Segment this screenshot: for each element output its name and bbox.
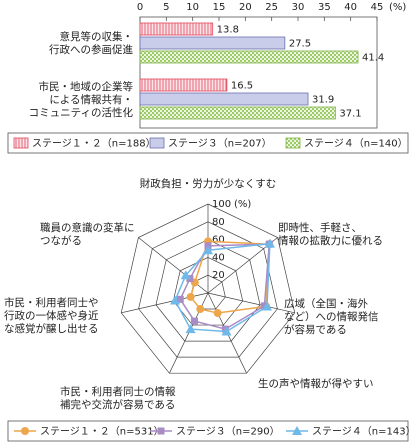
point [264,238,275,248]
legend-box [7,132,409,154]
point [203,245,213,255]
bar [139,92,309,106]
r-tick-label: 40 [212,252,225,263]
spoke [207,292,295,314]
legend-marker [292,426,302,435]
x-tick-label: 40 [344,2,357,13]
x-tick-label: 45 [371,2,384,13]
legend-box [7,420,409,442]
x-tick-label: 20 [239,2,252,13]
x-tick-label: 15 [213,2,226,13]
legend-swatch [13,137,29,149]
legend-marker [21,427,29,435]
legend-label: ステージ４（n=140） [304,138,408,150]
bar [139,50,359,64]
data-label: 31.9 [312,95,334,106]
axis-label: 生の声や情報が得やすい [258,378,374,390]
data-label: 16.5 [231,81,253,92]
axis-label: 市民・利用者同士や 行政の一体感や身近 な感覚が醸し出せる [4,297,99,335]
r-tick-label: 20 [212,270,225,281]
bar [139,22,214,36]
axis-label: 即時性、手軽さ、 情報の拡散力に優れる [278,222,383,247]
legend-label: ステージ１・２（n=531） [40,426,164,438]
series-line [189,240,271,314]
r-tick-label: 60 [212,235,225,246]
x-unit: (%) [389,2,406,13]
point [221,326,232,336]
spoke [169,292,209,374]
legend-label: ステージ４（n=143） [312,426,416,438]
point [176,295,184,303]
x-tick-label: 10 [186,2,199,13]
axis-label: 広域（全国・海外 など）への情報発信 が容易である [284,298,379,336]
axis-label: 財政負担・労力が少なくすむ [139,178,277,190]
grid-line [120,203,296,374]
bar [139,106,336,120]
x-tick-label: 35 [318,2,331,13]
axis-label: 市民・利用者同士の情報 補完や交流が容易である [60,386,176,411]
point [190,317,198,325]
data-label: 13.8 [217,25,239,36]
point [185,324,196,334]
point [260,302,268,310]
plot-frame [139,16,378,129]
axis-label: 職員の意識の変革に つながる [40,222,135,247]
r-tick-label: 80 [212,217,225,228]
bar [139,36,286,50]
data-label: 41.4 [362,53,384,64]
data-label: 27.5 [289,39,311,50]
point [262,301,273,311]
x-tick-label: 5 [163,2,169,13]
r-tick-label: 100 [212,199,231,210]
point [213,309,222,318]
grid-line [138,221,278,358]
r-unit: (%) [234,199,251,210]
legend-label: ステージ３（n=290） [176,426,280,438]
x-tick-label: 0 [137,2,143,13]
data-label: 37.1 [339,109,361,120]
category-label: 意見等の収集・ 行政への参画促進 [49,31,133,56]
legend-label: ステージ３（n=207） [168,138,272,150]
x-tick-label: 30 [292,2,305,13]
point [170,295,181,305]
point [186,292,195,301]
legend-marker [157,427,165,435]
category-label: 市民・地域の企業等 による情報共有・ コミュニティの活性化 [28,80,133,119]
legend-swatch [285,137,301,149]
legend-swatch [149,137,165,149]
series-line [174,242,271,333]
x-tick-label: 25 [265,2,278,13]
point [196,305,205,314]
bar [139,78,228,92]
point [180,270,191,280]
grid-line [155,239,261,342]
legend-label: ステージ１・２（n=188） [32,138,156,150]
